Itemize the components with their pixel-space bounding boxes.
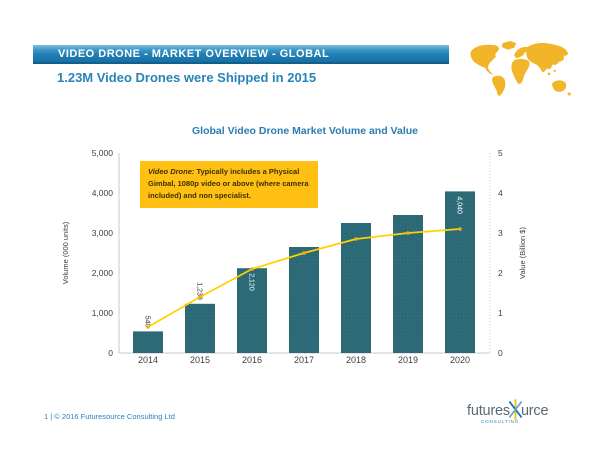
value-line-marker <box>250 267 254 271</box>
right-axis-title: Value (Billion $) <box>518 227 527 279</box>
header-bar: VIDEO DRONE - MARKET OVERVIEW - GLOBAL <box>33 45 449 64</box>
right-axis-tick-label: 0 <box>498 348 503 358</box>
value-line-marker <box>354 237 358 241</box>
volume-bar-texture <box>341 223 371 353</box>
x-axis-year-label: 2019 <box>398 355 418 365</box>
volume-bar-texture <box>185 303 215 353</box>
chart-title: Global Video Drone Market Volume and Val… <box>191 125 418 137</box>
value-line-marker <box>406 231 410 235</box>
left-axis-tick-label: 4,000 <box>92 188 114 198</box>
annotation-box: Video Drone: Typically includes a Physic… <box>140 161 318 208</box>
right-axis-tick-label: 4 <box>498 188 503 198</box>
value-line-marker <box>198 295 202 299</box>
left-axis-tick-label: 1,000 <box>92 308 114 318</box>
slide-subtitle: 1.23M Video Drones were Shipped in 2015 <box>57 70 317 85</box>
value-line-marker <box>146 325 150 329</box>
volume-bar-texture <box>289 247 319 353</box>
right-axis-tick-label: 2 <box>498 268 503 278</box>
x-axis-year-label: 2014 <box>138 355 158 365</box>
x-axis-year-label: 2017 <box>294 355 314 365</box>
x-axis-year-label: 2020 <box>450 355 470 365</box>
left-axis-tick-label: 5,000 <box>92 148 114 158</box>
header-title: VIDEO DRONE - MARKET OVERVIEW - GLOBAL <box>58 47 330 60</box>
volume-value-chart: 0 1,000 2,000 3,000 4,000 5,000 0 1 2 3 4 5 Volume (… <box>61 148 527 365</box>
volume-bar-texture <box>133 331 163 353</box>
left-axis-tick-label: 2,000 <box>92 268 114 278</box>
world-map-icon <box>470 41 571 96</box>
bar-value-label: 540 <box>144 316 151 328</box>
logo-wordmark: futures urce <box>467 399 549 422</box>
bar-value-label: 1,230 <box>196 282 203 300</box>
right-axis-tick-label: 3 <box>498 228 503 238</box>
left-axis-tick-label: 3,000 <box>92 228 114 238</box>
volume-bar-texture <box>445 191 475 353</box>
right-axis-tick-label: 5 <box>498 148 503 158</box>
volume-bar-texture <box>393 215 423 353</box>
logo-consulting-label: CONSULTING <box>481 419 520 424</box>
left-axis-title: Volume (000 units) <box>61 221 70 284</box>
right-axis-tick-label: 1 <box>498 308 503 318</box>
logo-text-right: urce <box>520 402 549 419</box>
annotation-lead: Video Drone: <box>148 167 195 176</box>
logo-star-icon <box>508 399 523 420</box>
annotation-body: Typically includes a Physical Gimbal, 10… <box>148 167 309 200</box>
futuresource-logo: futures urce CONSULTING <box>467 399 549 424</box>
value-line-marker <box>302 251 306 255</box>
value-line-marker <box>458 227 462 231</box>
bar-value-label: 2,120 <box>248 273 255 291</box>
x-axis-year-label: 2018 <box>346 355 366 365</box>
x-axis-year-label: 2016 <box>242 355 262 365</box>
x-axis-year-label: 2015 <box>190 355 210 365</box>
logo-text-left: futures <box>467 402 510 419</box>
footer-copyright: 1 | © 2016 Futuresource Consulting Ltd <box>44 412 175 421</box>
left-axis-tick-label: 0 <box>108 348 113 358</box>
bar-value-label: 4,040 <box>456 196 463 214</box>
volume-bar-texture <box>237 268 267 353</box>
